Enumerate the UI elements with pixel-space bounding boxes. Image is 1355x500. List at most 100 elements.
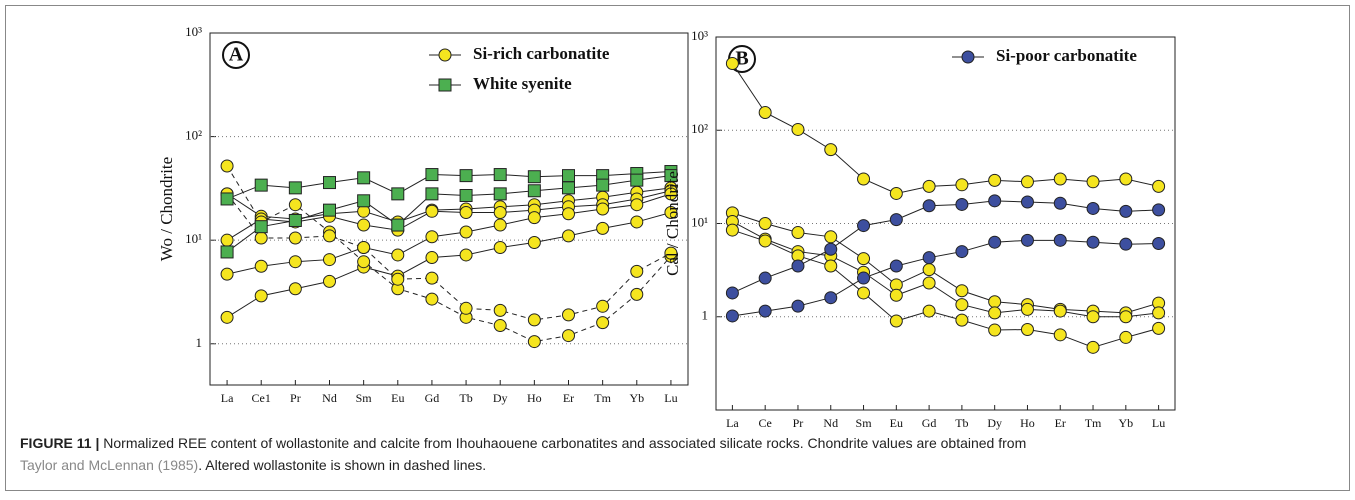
marker [922, 304, 936, 318]
marker [758, 271, 772, 285]
marker [493, 168, 507, 182]
marker [758, 106, 772, 120]
marker [857, 286, 871, 300]
marker [791, 299, 805, 313]
marker [562, 308, 575, 322]
y-tick-label: 10³ [691, 28, 708, 43]
x-tick-label: Dy [493, 391, 508, 405]
marker [1086, 340, 1100, 354]
marker [922, 251, 936, 265]
marker [596, 178, 610, 192]
y-axis-label: Cal / Chondrite [663, 171, 682, 276]
marker [596, 299, 610, 313]
marker [220, 310, 234, 324]
marker [425, 230, 439, 244]
marker [988, 323, 1002, 337]
x-tick-label: Lu [1152, 416, 1165, 430]
marker [493, 240, 507, 254]
marker [1119, 204, 1133, 218]
marker [391, 187, 405, 201]
caption-ref[interactable]: Taylor and McLennan (1985) [20, 457, 199, 473]
marker [493, 303, 507, 317]
marker [357, 171, 371, 185]
marker [527, 211, 541, 225]
marker [1119, 172, 1133, 186]
caption-text: . Altered wollastonite is shown in dashe… [198, 457, 487, 473]
marker [955, 178, 969, 192]
y-tick-label: 1 [196, 335, 203, 350]
marker [857, 252, 871, 266]
marker [459, 169, 473, 183]
y-tick-label: 10¹ [691, 214, 708, 229]
marker [425, 168, 439, 182]
marker [1053, 328, 1067, 342]
marker [889, 186, 903, 200]
caption-text: Normalized REE content of wollastonite a… [99, 435, 1027, 451]
marker [1053, 172, 1067, 186]
marker [725, 309, 739, 323]
marker [425, 204, 439, 218]
marker [725, 223, 739, 237]
caption-label: FIGURE 11 | [20, 435, 100, 451]
marker [391, 272, 405, 286]
marker [922, 263, 936, 277]
caption: FIGURE 11 | Normalized REE content of wo… [20, 432, 1340, 476]
marker [889, 314, 903, 328]
marker [664, 169, 678, 183]
marker [1020, 322, 1034, 336]
x-tick-label: Sm [856, 416, 873, 430]
marker [1119, 330, 1133, 344]
marker [857, 219, 871, 233]
marker [1152, 306, 1166, 320]
x-tick-label: Eu [391, 391, 404, 405]
marker [459, 206, 473, 220]
marker [220, 233, 234, 247]
marker [220, 192, 234, 206]
marker [288, 198, 302, 212]
marker [857, 271, 871, 285]
marker [824, 291, 838, 305]
marker [596, 316, 610, 330]
panel-badge [222, 41, 250, 69]
marker [955, 245, 969, 259]
x-tick-label: Er [563, 391, 574, 405]
marker [988, 295, 1002, 309]
x-tick-label: Ho [1020, 416, 1035, 430]
legend-marker [438, 48, 452, 62]
marker [288, 213, 302, 227]
marker [1086, 235, 1100, 249]
marker [425, 187, 439, 201]
marker [955, 298, 969, 312]
marker [562, 329, 575, 343]
marker [254, 178, 268, 192]
marker [955, 313, 969, 327]
marker [357, 218, 371, 232]
x-tick-label: La [221, 391, 234, 405]
marker [288, 181, 302, 195]
marker [323, 253, 336, 267]
marker [527, 235, 541, 249]
x-tick-label: Ce1 [252, 391, 271, 405]
marker [922, 179, 936, 193]
marker [220, 245, 234, 259]
x-tick-label: Gd [425, 391, 440, 405]
marker [425, 251, 439, 265]
marker [1086, 310, 1100, 324]
y-tick-label: 10² [185, 128, 202, 143]
marker [1152, 203, 1166, 217]
x-tick-label: Pr [793, 416, 804, 430]
x-tick-label: Pr [290, 391, 301, 405]
marker [562, 169, 575, 183]
marker [288, 282, 302, 296]
marker [596, 221, 610, 235]
marker [664, 246, 678, 260]
y-axis-label: Wo / Chondrite [157, 157, 176, 261]
x-tick-label: Gd [922, 416, 937, 430]
marker [391, 248, 405, 262]
marker [1086, 175, 1100, 189]
marker [955, 284, 969, 298]
marker [1086, 201, 1100, 215]
marker [922, 276, 936, 290]
marker [630, 173, 644, 187]
marker [1152, 237, 1166, 251]
